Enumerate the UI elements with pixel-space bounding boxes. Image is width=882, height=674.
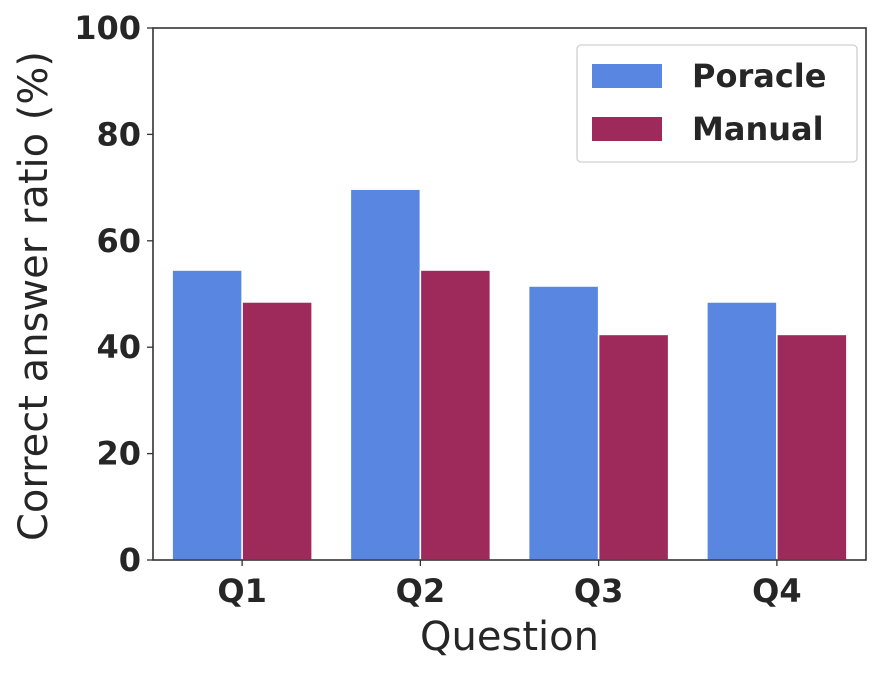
y-tick-label: 20 xyxy=(96,435,141,473)
y-tick-label: 100 xyxy=(74,9,141,47)
bar-manual-q4 xyxy=(776,333,848,561)
bar-manual-q3 xyxy=(597,333,670,561)
y-tick-label: 0 xyxy=(119,541,141,579)
x-axis-label: Question xyxy=(420,614,599,660)
legend-swatch-manual xyxy=(592,117,662,141)
legend-label-poracle: Poracle xyxy=(692,57,826,95)
bar-manual-q1 xyxy=(241,301,313,561)
legend-label-manual: Manual xyxy=(692,110,824,148)
y-axis-label: Correct answer ratio (%) xyxy=(11,51,57,541)
x-tick-label: Q3 xyxy=(574,572,623,610)
bar-poracle-q1 xyxy=(171,269,243,561)
y-tick-label: 60 xyxy=(96,222,141,260)
bar-poracle-q4 xyxy=(706,301,778,561)
bar-manual-q2 xyxy=(419,269,492,561)
x-axis-ticks: Q1 Q2 Q3 Q4 xyxy=(217,560,802,610)
legend-swatch-poracle xyxy=(592,64,662,88)
y-axis-ticks: 0 20 40 60 80 100 xyxy=(74,9,153,579)
y-tick-label: 80 xyxy=(96,115,141,153)
x-tick-label: Q1 xyxy=(217,572,266,610)
y-tick-label: 40 xyxy=(96,328,141,366)
bar-poracle-q3 xyxy=(527,285,600,561)
plot-frame xyxy=(152,27,867,561)
bar-poracle-q2 xyxy=(349,188,422,561)
x-tick-label: Q2 xyxy=(396,572,445,610)
x-tick-label: Q4 xyxy=(752,572,801,610)
bars-group xyxy=(171,188,848,561)
legend: Poracle Manual xyxy=(576,44,858,163)
